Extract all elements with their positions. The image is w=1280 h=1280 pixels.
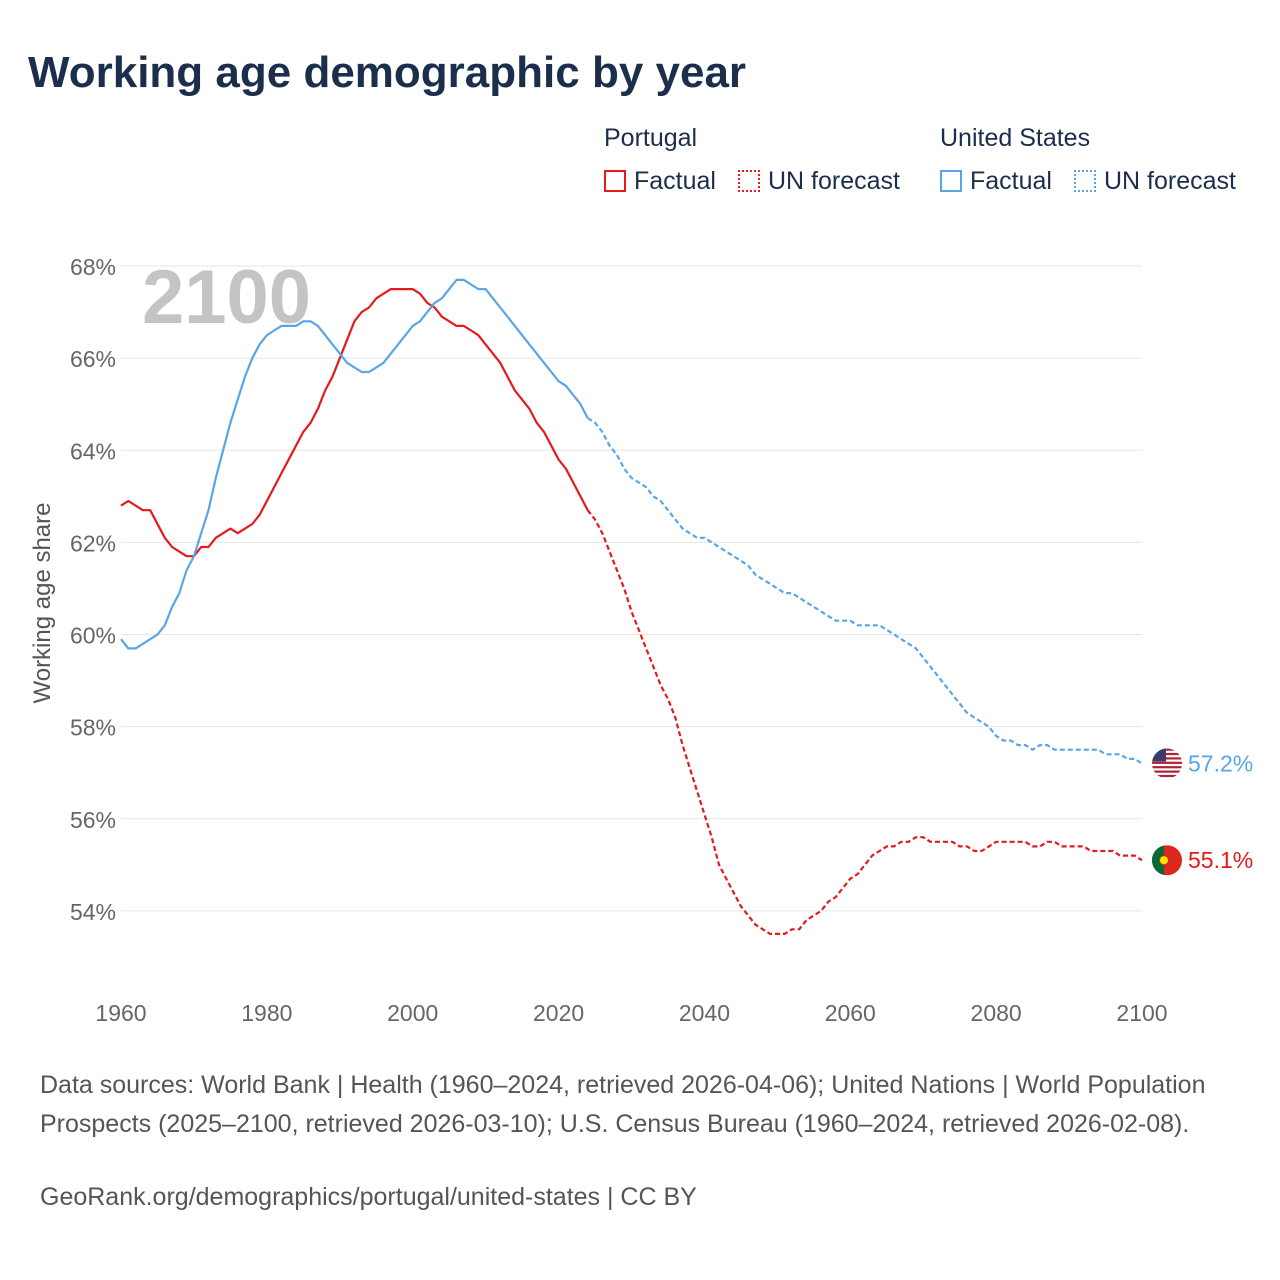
legend-group-portugal: Portugal: [604, 124, 698, 152]
flag-stripe: [1152, 757, 1182, 760]
flag-stripe: [1152, 752, 1182, 756]
flag-body: [1152, 748, 1182, 779]
legend-us-factual[interactable]: Factual: [940, 166, 1052, 196]
x-tick-label: 2020: [533, 1000, 584, 1026]
flag-stripe: [1152, 748, 1182, 751]
y-tick-label: 60%: [70, 623, 116, 649]
united-states-flag-icon: [1152, 748, 1182, 779]
flag-green: [1152, 845, 1164, 876]
x-tick-label: 1980: [241, 1000, 292, 1026]
y-tick-label: 58%: [70, 715, 116, 741]
legend-swatch-us-factual: [940, 170, 962, 192]
united-states-forecast-line: [587, 417, 1143, 765]
y-tick-label: 66%: [70, 346, 116, 372]
x-tick-label: 2060: [825, 1000, 876, 1026]
legend-group-united-states: United States: [940, 124, 1091, 152]
flag-canton: [1152, 748, 1166, 762]
y-tick-label: 64%: [70, 438, 116, 464]
flag-stripe: [1152, 774, 1182, 778]
legend-portugal-factual[interactable]: Factual: [604, 166, 716, 196]
grid-layer: [121, 265, 1142, 912]
x-tick-label: 2040: [679, 1000, 730, 1026]
united-states-factual-line: [120, 278, 589, 650]
line-chart: 2100 54% 56% 58% 60% 62% 64% 66% 68% 1960 1980 200…: [29, 254, 1253, 1026]
legend-swatch-portugal-forecast: [738, 170, 760, 192]
legend-portugal-forecast[interactable]: UN forecast: [738, 166, 900, 196]
y-tick-label: 62%: [70, 530, 116, 556]
flag-emblem: [1159, 855, 1169, 866]
x-tick-label: 2100: [1116, 1000, 1167, 1026]
legend-us-forecast[interactable]: UN forecast: [1074, 166, 1236, 196]
y-axis-label: Working age share: [29, 503, 56, 704]
x-tick-label: 2080: [971, 1000, 1022, 1026]
flag-stripe: [1152, 766, 1182, 769]
united-states-end-label: 57.2%: [1188, 751, 1253, 777]
legend-label: UN forecast: [768, 166, 900, 195]
legend-label: UN forecast: [1104, 166, 1236, 195]
portugal-forecast-line: [586, 509, 1143, 935]
portugal-end-label: 55.1%: [1188, 847, 1253, 873]
flag-stripe: [1152, 761, 1182, 764]
data-sources: Data sources: World Bank | Health (1960–…: [40, 1071, 1206, 1138]
flag-stripe: [1152, 770, 1182, 773]
year-watermark: 2100: [142, 255, 311, 340]
legend-swatch-portugal-factual: [604, 170, 626, 192]
source-link[interactable]: GeoRank.org/demographics/portugal/united…: [40, 1183, 697, 1211]
chart-title: Working age demographic by year: [28, 48, 747, 97]
flag-body: [1152, 845, 1182, 876]
endpoint-layer: 55.1% 57.2%: [1152, 748, 1253, 876]
legend-label: Factual: [634, 166, 716, 195]
legend-swatch-us-forecast: [1074, 170, 1096, 192]
legend-label: Factual: [970, 166, 1052, 195]
y-tick-label: 68%: [70, 254, 116, 280]
x-tick-label: 2000: [387, 1000, 438, 1026]
y-tick-label: 54%: [70, 899, 116, 925]
series-layer: [120, 278, 1143, 935]
portugal-factual-line: [120, 288, 589, 558]
x-tick-label: 1960: [95, 1000, 146, 1026]
y-tick-label: 56%: [70, 807, 116, 833]
axis-layer: 54% 56% 58% 60% 62% 64% 66% 68% 1960 1980 2000 2020…: [70, 254, 1168, 1026]
portugal-flag-icon: [1152, 845, 1182, 876]
